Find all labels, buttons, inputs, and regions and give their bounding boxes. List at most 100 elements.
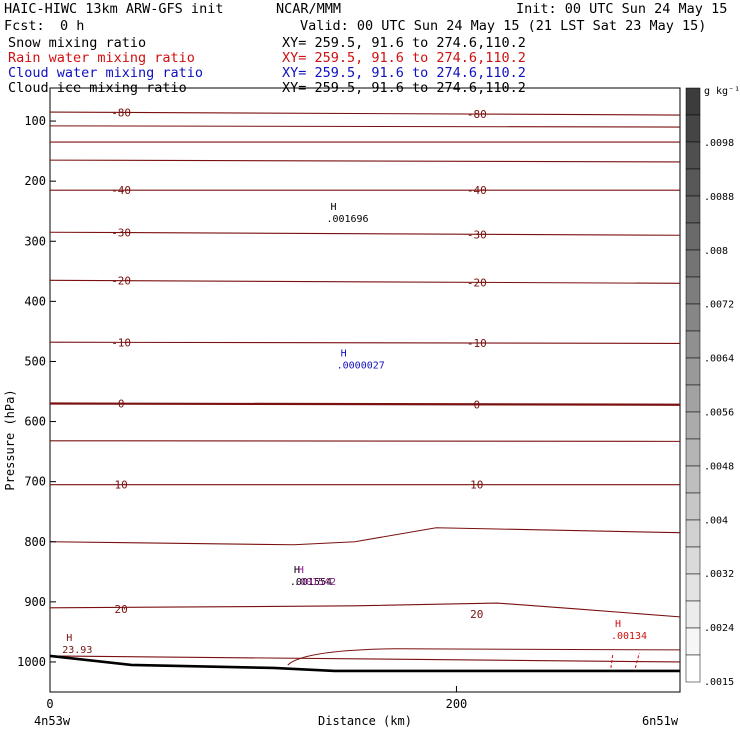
model-title: HAIC-HIWC 13km ARW-GFS init — [4, 1, 224, 17]
colorbar-segment — [685, 330, 701, 359]
colorbar-label: .004 — [704, 515, 728, 526]
isotherm-label: 0 — [118, 398, 125, 411]
org-label: NCAR/MMM — [276, 1, 342, 17]
y-axis-label: Pressure (hPa) — [3, 389, 17, 490]
y-tick-label: 300 — [24, 234, 46, 248]
isotherm-m50 — [49, 159, 681, 163]
high-marker-label: H — [66, 633, 72, 644]
fcst-label: Fcst: — [4, 18, 45, 34]
high-marker-value: .0000027 — [337, 361, 385, 372]
y-tick-label: 800 — [24, 535, 46, 549]
colorbar-segment — [685, 519, 701, 548]
colorbar-label: .0015 — [704, 677, 734, 688]
colorbar-label: .0048 — [704, 461, 734, 472]
colorbar-segment — [685, 492, 701, 521]
isotherm-label: 0 — [473, 398, 480, 411]
high-marker-value: .00134 — [611, 631, 647, 642]
isotherm-25 — [49, 655, 681, 663]
isotherm-0 — [49, 402, 681, 406]
x-left-label: 4n53w — [34, 714, 71, 728]
colorbar-segment — [685, 357, 701, 386]
high-marker-value: .001554 — [290, 577, 332, 588]
isotherm-5 — [49, 440, 681, 442]
colorbar-label: .0098 — [704, 138, 734, 149]
colorbar-segment — [685, 384, 701, 413]
isotherm-label: 10 — [115, 479, 128, 492]
isotherm-label: -30 — [111, 227, 131, 240]
colorbar-segment — [685, 249, 701, 278]
colorbar-label: .0064 — [704, 354, 734, 365]
field-cloudwater-name: Cloud water mixing ratio — [8, 65, 204, 81]
y-tick-label: 400 — [24, 294, 46, 308]
isotherm-m80 — [49, 111, 681, 116]
isotherm-label: -80 — [111, 106, 131, 119]
colorbar-segment — [685, 114, 701, 143]
isotherm-label: 20 — [470, 608, 483, 621]
valid-time: Valid: 00 UTC Sun 24 May 15 (21 LST Sat … — [300, 18, 707, 34]
fcst-value: 0 h — [60, 18, 85, 34]
colorbar-label: .0088 — [704, 192, 734, 203]
colorbar-label: .0024 — [704, 623, 734, 634]
high-marker-label: H — [330, 202, 336, 213]
isotherm-label: -20 — [467, 276, 487, 289]
field-rain-xy: XY= 259.5, 91.6 to 274.6,110.2 — [282, 50, 526, 66]
isotherm-m10 — [49, 341, 681, 344]
plot-frame — [49, 87, 681, 693]
high-marker-label: H — [298, 565, 304, 576]
x-tick-label: 200 — [446, 697, 468, 711]
x-axis-label: Distance (km) — [318, 714, 412, 728]
y-tick-label: 200 — [24, 174, 46, 188]
high-marker-value: .001542 — [294, 577, 336, 588]
colorbar-segment — [685, 303, 701, 332]
x-tick-label: 0 — [46, 697, 53, 711]
colorbar-label: .008 — [704, 246, 728, 257]
field-snow-xy: XY= 259.5, 91.6 to 274.6,110.2 — [282, 35, 526, 51]
isotherm-surface — [287, 648, 681, 666]
field-cloudwater-xy: XY= 259.5, 91.6 to 274.6,110.2 — [282, 65, 526, 81]
isotherm-label: -10 — [467, 337, 487, 350]
y-tick-label: 900 — [24, 595, 46, 609]
isotherm-label: -80 — [467, 108, 487, 121]
rain-contour — [634, 652, 640, 669]
isotherm-label: -40 — [111, 184, 131, 197]
colorbar-segment — [685, 195, 701, 224]
y-tick-label: 100 — [24, 114, 46, 128]
terrain-line — [49, 654, 680, 673]
colorbar-segment — [685, 168, 701, 197]
colorbar-label: .0072 — [704, 300, 734, 311]
isotherm-20 — [49, 602, 681, 618]
field-snow-name: Snow mixing ratio — [8, 35, 147, 51]
isotherm-lines: -80 -80 -40 -40 -30 -30 -20 -20 -10 -10 0 0 10 10 20 20 — [49, 106, 681, 673]
colorbar-unit: g kg⁻¹ — [704, 86, 740, 97]
colorbar-label: .0056 — [704, 408, 734, 419]
high-marker-label: H — [615, 619, 621, 630]
colorbar: g kg⁻¹ .0098 .0088 .008 .0072 .0064 .0056 .0048… — [685, 86, 740, 688]
colorbar-segment — [685, 546, 701, 575]
isotherm-label: -10 — [111, 336, 131, 349]
isotherm-15 — [49, 527, 681, 546]
high-marker-value: .001696 — [326, 214, 368, 225]
colorbar-segment — [685, 627, 701, 656]
field-cloudice-xy: XY= 259.5, 91.6 to 274.6,110.2 — [282, 80, 526, 96]
isotherm-label: -40 — [467, 184, 487, 197]
high-marker-value: 23.93 — [62, 645, 92, 656]
colorbar-segment — [685, 276, 701, 305]
isotherm-label: -30 — [467, 228, 487, 241]
colorbar-segment — [685, 465, 701, 494]
plot-border — [49, 87, 681, 693]
init-time: Init: 00 UTC Sun 24 May 15 — [516, 1, 728, 17]
x-right-label: 6n51w — [642, 714, 679, 728]
isotherm-m30 — [49, 231, 681, 236]
colorbar-segment — [685, 654, 701, 683]
field-rain-name: Rain water mixing ratio — [8, 50, 195, 66]
high-marker-label: H — [341, 349, 347, 360]
isotherm-label: 20 — [115, 603, 128, 616]
high-marker-label: H — [294, 565, 300, 576]
colorbar-segment — [685, 573, 701, 602]
isotherm-label: -20 — [111, 275, 131, 288]
y-tick-label: 500 — [24, 354, 46, 368]
rain-contour — [610, 652, 614, 669]
isotherm-m70 — [49, 125, 681, 128]
colorbar-segment — [685, 87, 701, 116]
